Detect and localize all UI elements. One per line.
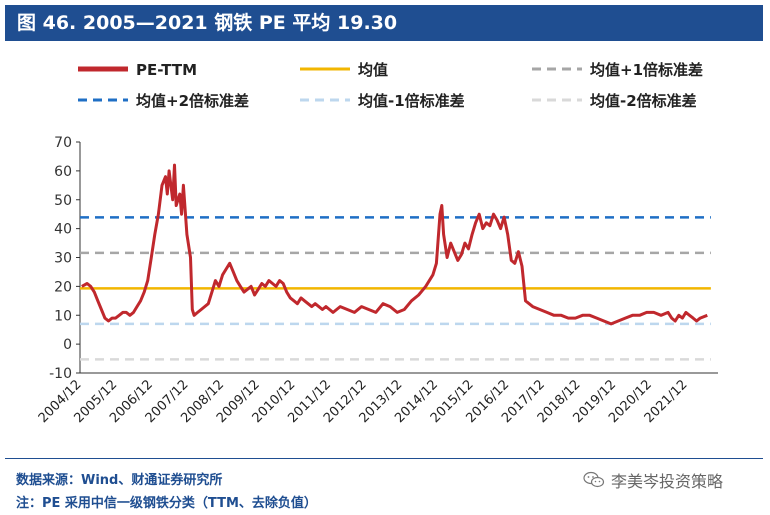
y-tick-label: 40	[54, 222, 72, 238]
y-tick-label: 0	[63, 337, 72, 353]
y-tick-label: 60	[54, 164, 72, 180]
data-source: 数据来源：Wind、财通证券研究所	[16, 473, 223, 488]
y-tick-label: 70	[54, 135, 72, 151]
legend-label: PE-TTM	[136, 61, 197, 79]
footnote: 注：PE 采用中信一级钢铁分类（TTM、去除负值）	[16, 496, 317, 511]
legend-label: 均值+2倍标准差	[136, 92, 249, 110]
chart-title: 图 46. 2005—2021 钢铁 PE 平均 19.30	[5, 5, 763, 41]
footer-divider	[5, 458, 763, 459]
y-tick-label: 20	[54, 279, 72, 295]
y-tick-label: 30	[54, 251, 72, 267]
legend-label: 均值-2倍标准差	[590, 92, 697, 110]
watermark-text: 李美岑投资策略	[611, 472, 724, 491]
pe-ttm-line	[81, 163, 708, 326]
series-layer	[81, 163, 708, 326]
watermark: 李美岑投资策略	[583, 468, 723, 492]
axes: -100102030405060702004/122005/122006/122…	[36, 135, 718, 426]
reference-lines	[80, 216, 711, 361]
legend-label: 均值	[358, 61, 388, 79]
legend-label: 均值+1倍标准差	[590, 61, 703, 79]
y-tick-label: 50	[54, 193, 72, 209]
legend-label: 均值-1倍标准差	[358, 92, 465, 110]
wechat-icon	[583, 471, 605, 488]
y-tick-label: -10	[49, 366, 72, 382]
y-tick-label: 10	[54, 308, 72, 324]
